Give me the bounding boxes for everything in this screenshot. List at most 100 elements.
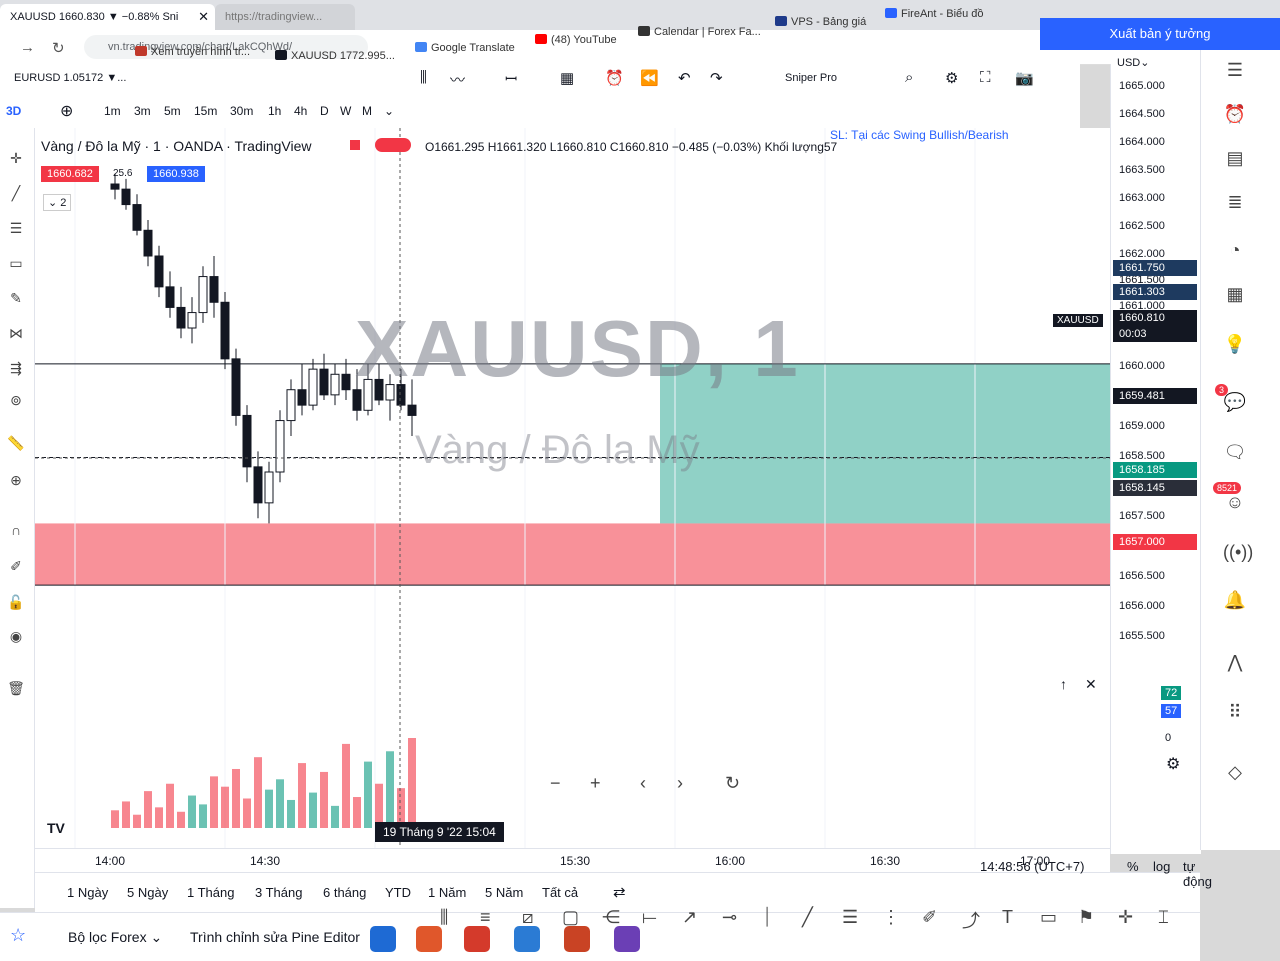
list-icon[interactable]: ≣ <box>1227 192 1243 212</box>
range-5d[interactable]: 5 Ngày <box>127 885 169 900</box>
trend-icon[interactable]: ⋀ <box>1227 652 1243 672</box>
candle-style-icon[interactable]: ⫼ <box>420 69 427 86</box>
chevron-down-icon[interactable]: ⌄ <box>384 104 395 118</box>
publish-idea-button[interactable]: Xuất bản ý tưởng <box>1040 18 1280 50</box>
news-icon[interactable]: ▤ <box>1226 148 1244 168</box>
eurusd-ticker[interactable]: EURUSD 1.05172 ▼... <box>14 72 127 84</box>
address-bar[interactable]: vn.tradingview.com/chart/LakCQhWd/ <box>84 35 368 59</box>
zalo-icon[interactable] <box>514 926 540 952</box>
replay-icon[interactable]: ⏪ <box>640 70 659 87</box>
search-icon[interactable]: ⌕ <box>905 69 914 86</box>
bookmark-4[interactable]: Calendar | Forex Fa... <box>638 26 761 38</box>
indicators-icon[interactable]: ꟷ <box>505 71 518 88</box>
bell-icon[interactable]: 🔔 <box>1223 590 1247 610</box>
trendline-icon[interactable]: ╱ <box>11 185 21 201</box>
tool-note-icon[interactable]: ▭ <box>1040 907 1058 927</box>
app-icon[interactable] <box>614 926 640 952</box>
ideas-bulb-icon[interactable]: 💡 <box>1223 334 1247 354</box>
sell-price-button[interactable]: 1660.682 <box>41 166 99 182</box>
close-icon[interactable]: ✕ <box>198 9 209 24</box>
time-axis[interactable]: 14:00 14:30 15:30 16:00 16:30 17:00 <box>35 848 1110 873</box>
chart-canvas[interactable] <box>35 128 1110 848</box>
range-1m[interactable]: 1 Tháng <box>187 885 235 900</box>
range-ytd[interactable]: YTD <box>385 885 411 900</box>
browser-tab-other[interactable]: https://tradingview... <box>215 4 355 30</box>
explorer-icon[interactable] <box>370 926 396 952</box>
reset-chart-button[interactable]: ↻ <box>725 773 741 793</box>
tool-bars-icon[interactable]: ⫼ <box>440 907 449 927</box>
tool-path-icon[interactable]: ⤴ <box>962 911 980 931</box>
arrow-icon[interactable]: ⊚ <box>10 392 22 408</box>
tool-pitchfork-icon[interactable]: ⋲ <box>602 907 620 927</box>
star-icon[interactable]: ☆ <box>10 925 27 945</box>
tf-1m[interactable]: 1m <box>104 104 121 118</box>
bookmark-5[interactable]: VPS - Bảng giá <box>775 16 866 28</box>
bookmark-6[interactable]: FireAnt - Biểu đồ <box>885 8 984 20</box>
redo-icon[interactable]: ↷ <box>710 70 723 87</box>
tool-text-icon[interactable]: T <box>1002 907 1013 927</box>
lock-draw-icon[interactable]: ✐ <box>10 558 22 574</box>
crosshair-icon[interactable]: ✛ <box>10 150 22 166</box>
alarm-clock-icon[interactable]: ⏰ <box>1223 104 1247 124</box>
scroll-left-button[interactable]: ‹ <box>640 773 646 793</box>
tf-1h[interactable]: 1h <box>268 104 282 118</box>
range-6m[interactable]: 6 tháng <box>323 885 367 900</box>
tf-w[interactable]: W <box>340 104 352 118</box>
zoom-in-button[interactable]: + <box>590 773 601 793</box>
messages-icon[interactable]: 🗨 <box>1223 442 1247 462</box>
log-toggle[interactable]: log <box>1153 859 1171 874</box>
gear-icon[interactable]: ⚙ <box>1166 756 1181 773</box>
tool-anchor-icon[interactable]: ⌶ <box>1158 907 1169 927</box>
zoom-icon[interactable]: ⊕ <box>10 472 22 488</box>
layout-grid-icon[interactable]: ▦ <box>560 70 575 87</box>
tf-3m[interactable]: 3m <box>134 104 151 118</box>
tf-d[interactable]: D <box>320 104 329 118</box>
zoom-out-button[interactable]: − <box>550 773 561 793</box>
tool-flag-icon[interactable]: ⚑ <box>1078 907 1095 927</box>
tool-lines-icon[interactable]: ≡ <box>480 907 491 927</box>
indicator-collapse-toggle[interactable]: ⌄ 2 <box>43 194 72 211</box>
range-1y[interactable]: 1 Năm <box>428 885 467 900</box>
goto-date-icon[interactable]: ⇄ <box>613 884 626 901</box>
move-up-icon[interactable]: ↑ <box>1060 676 1067 692</box>
tf-4h[interactable]: 4h <box>294 104 308 118</box>
tool-hline-icon[interactable]: ⊸ <box>722 907 738 927</box>
pattern-icon[interactable]: ⋈ <box>9 325 23 341</box>
line-style-icon[interactable]: 〰 <box>450 72 466 89</box>
price-axis[interactable]: USD⌄ 1665.000 1664.500 1664.000 1663.500 166… <box>1053 57 1201 854</box>
dots-grid-icon[interactable]: ⠿ <box>1228 702 1242 722</box>
tool-brush-icon[interactable]: ✐ <box>922 907 938 927</box>
annotation-icon[interactable]: ✎ <box>10 290 22 306</box>
tf-5m[interactable]: 5m <box>164 104 181 118</box>
symbol-legend[interactable]: Vàng / Đô la Mỹ · 1 · OANDA · TradingVie… <box>41 138 312 154</box>
browser-tab-active[interactable]: XAUUSD 1660.830 ▼ −0.88% Sni ✕ <box>0 4 215 30</box>
timeframe-selected[interactable]: 3D <box>6 104 22 118</box>
tool-gann-icon[interactable]: ⋮ <box>882 907 900 927</box>
bookmark-3[interactable]: (48) YouTube <box>535 34 617 46</box>
magnet-icon[interactable]: ∩ <box>10 522 22 538</box>
tf-30m[interactable]: 30m <box>230 104 254 118</box>
tool-cross-icon[interactable]: ✛ <box>1118 907 1134 927</box>
gear-icon[interactable]: ⚙ <box>945 70 959 87</box>
powerpoint-icon[interactable] <box>564 926 590 952</box>
lock-icon[interactable]: 🔓 <box>7 594 25 610</box>
tf-15m[interactable]: 15m <box>194 104 218 118</box>
tool-trend-icon[interactable]: ╱ <box>802 907 813 927</box>
tool-vline-icon[interactable]: ⏐ <box>762 907 773 927</box>
calendar-icon[interactable]: ▦ <box>1226 284 1244 304</box>
scroll-right-button[interactable]: › <box>677 773 683 793</box>
range-5y[interactable]: 5 Năm <box>485 885 524 900</box>
tool-ray-icon[interactable]: ⟝ <box>642 907 657 927</box>
auto-toggle[interactable]: tự động <box>1183 859 1212 889</box>
reload-icon[interactable]: ↻ <box>52 40 65 57</box>
tf-m[interactable]: M <box>362 104 372 118</box>
bookmark-2[interactable]: Google Translate <box>415 42 515 54</box>
camera-icon[interactable]: 📷 <box>1015 70 1034 87</box>
tool-arrow-icon[interactable]: ↗ <box>682 907 698 927</box>
ruler-icon[interactable]: 📏 <box>7 435 25 451</box>
chrome-icon[interactable] <box>416 926 442 952</box>
currency-selector[interactable]: USD⌄ <box>1117 57 1150 69</box>
chrome-2-icon[interactable] <box>464 926 490 952</box>
percent-toggle[interactable]: % <box>1127 859 1139 874</box>
flag-icon[interactable] <box>350 140 360 150</box>
